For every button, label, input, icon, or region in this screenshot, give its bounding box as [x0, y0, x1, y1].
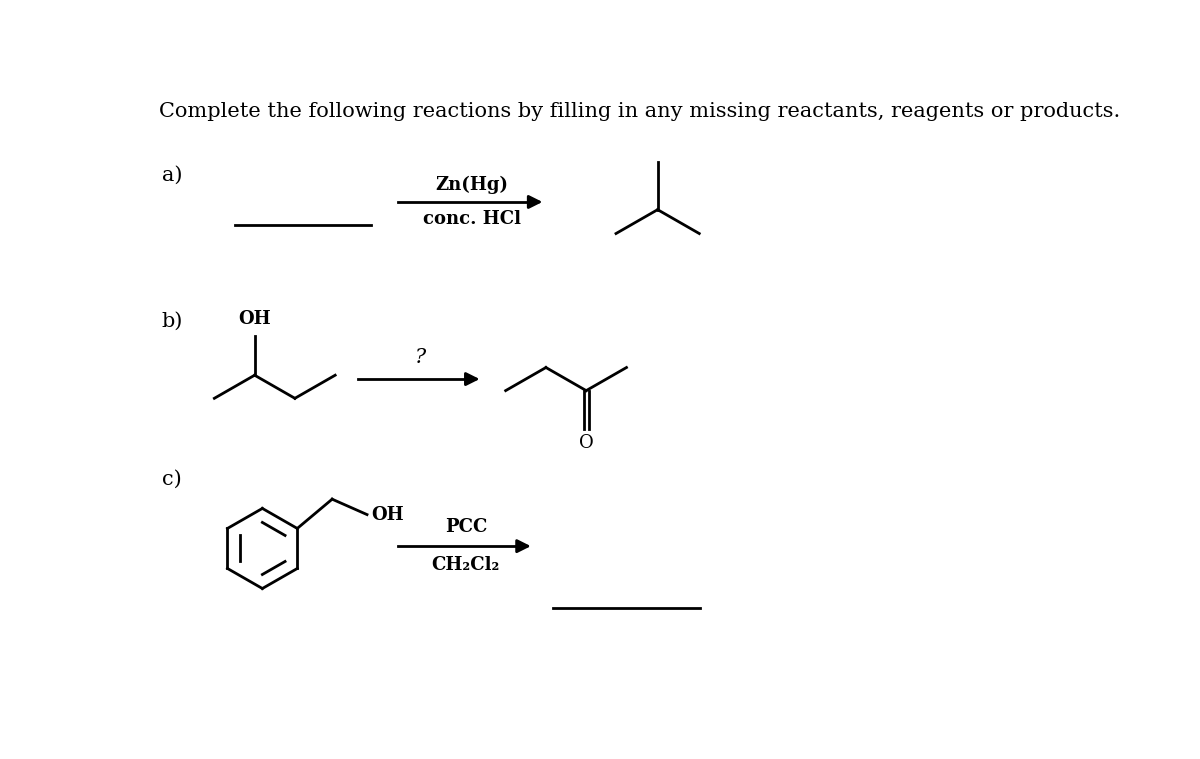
Text: CH₂Cl₂: CH₂Cl₂	[432, 556, 500, 574]
Text: conc. HCl: conc. HCl	[422, 209, 521, 228]
Text: PCC: PCC	[445, 518, 487, 536]
Text: O: O	[578, 434, 594, 452]
Text: Zn(Hg): Zn(Hg)	[436, 176, 508, 194]
Text: b): b)	[162, 312, 182, 331]
Text: c): c)	[162, 470, 181, 489]
Text: ?: ?	[415, 348, 426, 367]
Text: Complete the following reactions by filling in any missing reactants, reagents o: Complete the following reactions by fill…	[160, 102, 1121, 121]
Text: OH: OH	[371, 505, 403, 524]
Text: OH: OH	[239, 310, 271, 328]
Text: a): a)	[162, 165, 182, 184]
